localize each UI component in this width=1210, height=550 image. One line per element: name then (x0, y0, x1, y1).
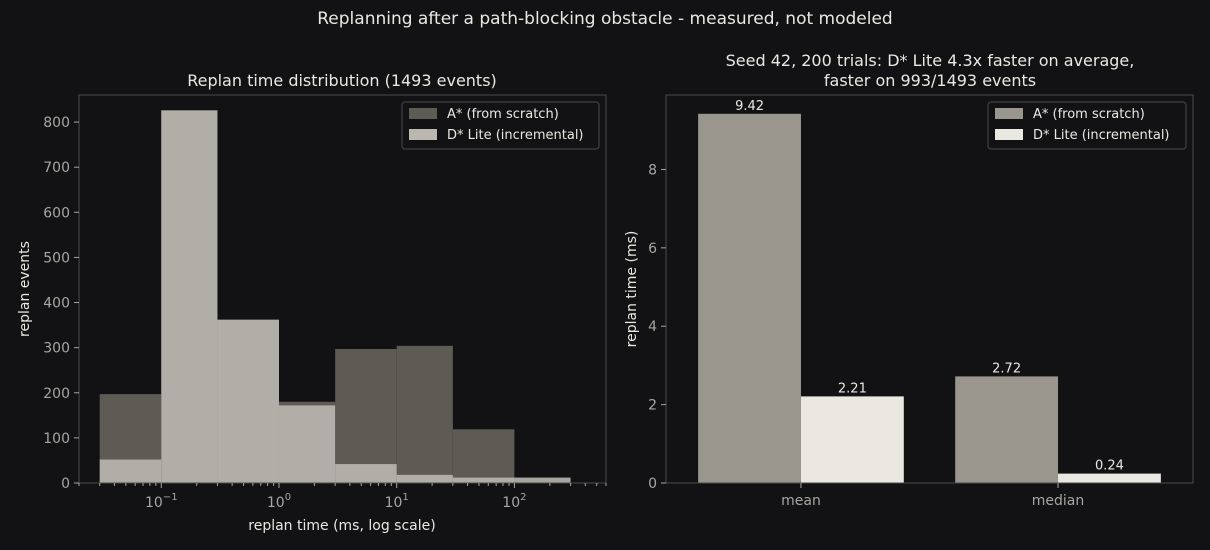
hist-bar-dstar-6 (452, 477, 515, 483)
summary-frame (665, 94, 1194, 484)
hist-y-tick-label: 500 (43, 250, 70, 266)
histogram-bars (99, 110, 571, 483)
hist-bar-dstar-7 (514, 477, 571, 483)
bar-astar-median (955, 376, 1059, 483)
summary-y-ticks: 0 2 4 6 8 (648, 162, 666, 492)
hist-y-tick-label: 100 (43, 431, 70, 447)
summary-title-line-1: Seed 42, 200 trials: D* Lite 4.3x faster… (726, 51, 1135, 70)
summary-legend-swatch-astar (995, 108, 1023, 119)
histogram-title: Replan time distribution (1493 events) (187, 71, 497, 90)
hist-bar-astar-4 (335, 349, 397, 483)
summary-x-ticks: mean median (781, 483, 1084, 509)
hist-bar-dstar-0 (99, 459, 162, 483)
bar-y-tick-label: 6 (648, 241, 657, 257)
hist-y-tick-label: 400 (43, 296, 70, 312)
hist-bar-dstar-5 (396, 474, 453, 483)
histogram-legend-label-dstar: D* Lite (incremental) (447, 128, 584, 143)
summary-legend: A* (from scratch) D* Lite (incremental) (987, 101, 1187, 150)
hist-bar-astar-6 (452, 429, 515, 483)
summary-panel: Seed 42, 200 trials: D* Lite 4.3x faster… (624, 51, 1194, 509)
hist-x-tick-label: 100 (267, 492, 291, 511)
hist-y-tick-label: 800 (43, 115, 70, 131)
hist-y-tick-label: 300 (43, 341, 70, 357)
hist-bar-astar-5 (396, 345, 453, 483)
bar-x-tick-label: mean (781, 493, 821, 509)
histogram-legend-swatch-dstar (409, 129, 437, 140)
hist-bar-dstar-3 (278, 405, 336, 483)
hist-y-tick-label: 0 (61, 476, 70, 492)
hist-x-tick-label: 10−1 (145, 492, 178, 511)
summary-legend-box (987, 101, 1187, 150)
summary-legend-label-astar: A* (from scratch) (1033, 107, 1145, 122)
figure-title: Replanning after a path-blocking obstacl… (317, 9, 892, 29)
bar-y-tick-label: 8 (648, 162, 657, 178)
summary-title-line-2: faster on 993/1493 events (824, 71, 1036, 90)
hist-y-tick-label: 600 (43, 205, 70, 221)
bar-value-label-dstar-median: 0.24 (1095, 459, 1124, 474)
hist-bar-dstar-2 (217, 319, 279, 483)
hist-x-tick-label: 101 (385, 492, 409, 511)
hist-bar-dstar-1 (161, 110, 218, 483)
histogram-panel: Replan time distribution (1493 events) 0… (17, 71, 607, 534)
histogram-frame (78, 94, 607, 484)
histogram-y-ticks: 0 100 200 300 400 500 600 700 800 (43, 115, 79, 492)
hist-y-tick-label: 700 (43, 160, 70, 176)
bar-dstar-mean (800, 396, 904, 483)
hist-y-tick-label: 200 (43, 386, 70, 402)
histogram-legend: A* (from scratch) D* Lite (incremental) (401, 101, 600, 150)
histogram-x-axis-label: replan time (ms, log scale) (248, 518, 435, 534)
bar-value-label-astar-median: 2.72 (992, 361, 1021, 376)
histogram-legend-swatch-astar (409, 108, 437, 119)
histogram-y-axis-label: replan events (17, 241, 33, 337)
hist-x-tick-label: 102 (502, 492, 526, 511)
summary-legend-swatch-dstar (995, 129, 1023, 140)
bar-value-label-dstar-mean: 2.21 (838, 381, 867, 396)
bar-value-label-astar-mean: 9.42 (735, 99, 764, 114)
histogram-legend-label-astar: A* (from scratch) (447, 107, 559, 122)
summary-bars: 9.42 2.72 2.21 0.24 (698, 99, 1161, 483)
histogram-legend-box (401, 101, 600, 150)
bar-x-tick-label: median (1032, 493, 1084, 509)
summary-legend-label-dstar: D* Lite (incremental) (1033, 128, 1170, 143)
bar-astar-mean (698, 113, 801, 483)
hist-bar-dstar-4 (335, 464, 397, 483)
bar-dstar-median (1058, 473, 1161, 483)
bar-y-tick-label: 4 (648, 319, 657, 335)
bar-y-tick-label: 0 (648, 476, 657, 492)
summary-y-axis-label: replan time (ms) (624, 231, 640, 348)
histogram-x-ticks: 10−1 100 101 102 (78, 483, 607, 511)
bar-y-tick-label: 2 (648, 398, 657, 414)
